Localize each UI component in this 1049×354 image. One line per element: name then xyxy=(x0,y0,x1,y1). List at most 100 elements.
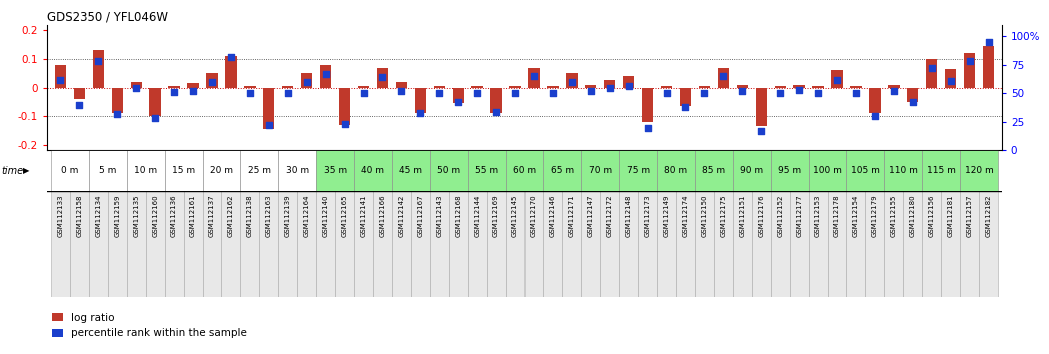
Text: GSM112170: GSM112170 xyxy=(531,194,537,237)
Point xyxy=(374,74,391,80)
Text: GSM112138: GSM112138 xyxy=(247,194,253,237)
Point xyxy=(317,71,334,77)
Text: GSM112160: GSM112160 xyxy=(152,194,158,237)
Bar xyxy=(623,76,635,88)
Point xyxy=(923,65,940,71)
Text: 50 m: 50 m xyxy=(437,166,461,175)
Text: GSM112152: GSM112152 xyxy=(777,194,784,237)
Bar xyxy=(111,88,123,113)
Text: 45 m: 45 m xyxy=(400,166,423,175)
Text: GSM112139: GSM112139 xyxy=(284,194,291,237)
Point xyxy=(753,128,770,134)
Bar xyxy=(736,85,748,88)
Bar xyxy=(70,191,89,297)
Bar xyxy=(355,150,392,191)
Bar xyxy=(733,191,752,297)
Text: GSM112134: GSM112134 xyxy=(95,194,102,237)
Point xyxy=(128,85,145,91)
Bar xyxy=(433,86,445,88)
Bar xyxy=(263,88,275,129)
Text: GSM112173: GSM112173 xyxy=(645,194,650,237)
Text: 5 m: 5 m xyxy=(99,166,116,175)
Bar xyxy=(983,46,994,88)
Point xyxy=(942,78,959,84)
Bar xyxy=(718,68,729,88)
Text: GSM112172: GSM112172 xyxy=(606,194,613,237)
Text: 90 m: 90 m xyxy=(741,166,764,175)
Point xyxy=(469,91,486,96)
Bar xyxy=(282,86,294,88)
Bar xyxy=(108,191,127,297)
Bar xyxy=(714,191,733,297)
Text: 25 m: 25 m xyxy=(248,166,271,175)
Bar xyxy=(771,150,809,191)
Text: 15 m: 15 m xyxy=(172,166,195,175)
Bar xyxy=(809,191,828,297)
Bar xyxy=(619,150,657,191)
Bar xyxy=(240,150,278,191)
Text: GSM112145: GSM112145 xyxy=(512,194,518,237)
Point xyxy=(412,110,429,116)
Bar xyxy=(638,191,657,297)
Point xyxy=(71,102,88,108)
Text: 60 m: 60 m xyxy=(513,166,536,175)
Bar xyxy=(316,191,335,297)
Point xyxy=(222,54,239,59)
Point xyxy=(563,79,580,85)
Bar xyxy=(524,191,543,297)
Bar xyxy=(392,150,430,191)
Text: 35 m: 35 m xyxy=(323,166,346,175)
Bar xyxy=(468,191,487,297)
Point xyxy=(639,125,656,130)
Bar xyxy=(169,86,179,88)
Text: GSM112141: GSM112141 xyxy=(361,194,366,237)
Bar xyxy=(922,191,941,297)
Bar xyxy=(226,56,237,88)
Point xyxy=(431,91,448,96)
Bar xyxy=(51,150,89,191)
Point xyxy=(810,91,827,96)
Bar xyxy=(926,59,938,88)
Text: 120 m: 120 m xyxy=(965,166,993,175)
Bar xyxy=(297,191,316,297)
Point xyxy=(336,121,352,127)
Bar xyxy=(414,88,426,113)
Text: GSM112164: GSM112164 xyxy=(304,194,309,237)
Bar xyxy=(449,191,468,297)
Bar xyxy=(373,191,392,297)
Text: GSM112175: GSM112175 xyxy=(721,194,726,237)
Bar xyxy=(694,191,714,297)
Bar xyxy=(146,191,165,297)
Bar xyxy=(865,191,884,297)
Text: 30 m: 30 m xyxy=(285,166,308,175)
Text: GSM112144: GSM112144 xyxy=(474,194,480,237)
Bar xyxy=(774,86,786,88)
Point xyxy=(866,113,883,119)
Bar xyxy=(165,191,184,297)
Point xyxy=(885,88,902,94)
Bar xyxy=(506,150,543,191)
Point xyxy=(601,85,618,91)
Bar xyxy=(543,150,581,191)
Bar xyxy=(562,191,581,297)
Bar xyxy=(941,191,960,297)
Bar xyxy=(733,150,771,191)
Point xyxy=(147,116,164,121)
Bar xyxy=(922,150,960,191)
Bar xyxy=(884,150,922,191)
Bar xyxy=(566,73,578,88)
Bar xyxy=(847,191,865,297)
Bar xyxy=(828,191,847,297)
Point xyxy=(166,89,183,95)
Text: GSM112143: GSM112143 xyxy=(436,194,443,237)
Bar xyxy=(471,86,483,88)
Bar xyxy=(430,191,449,297)
Point xyxy=(204,79,220,85)
Bar xyxy=(851,86,861,88)
Point xyxy=(715,73,732,79)
Text: 80 m: 80 m xyxy=(664,166,687,175)
Text: GSM112165: GSM112165 xyxy=(342,194,347,237)
Point xyxy=(980,39,997,45)
Text: 75 m: 75 m xyxy=(626,166,649,175)
Bar xyxy=(699,86,710,88)
